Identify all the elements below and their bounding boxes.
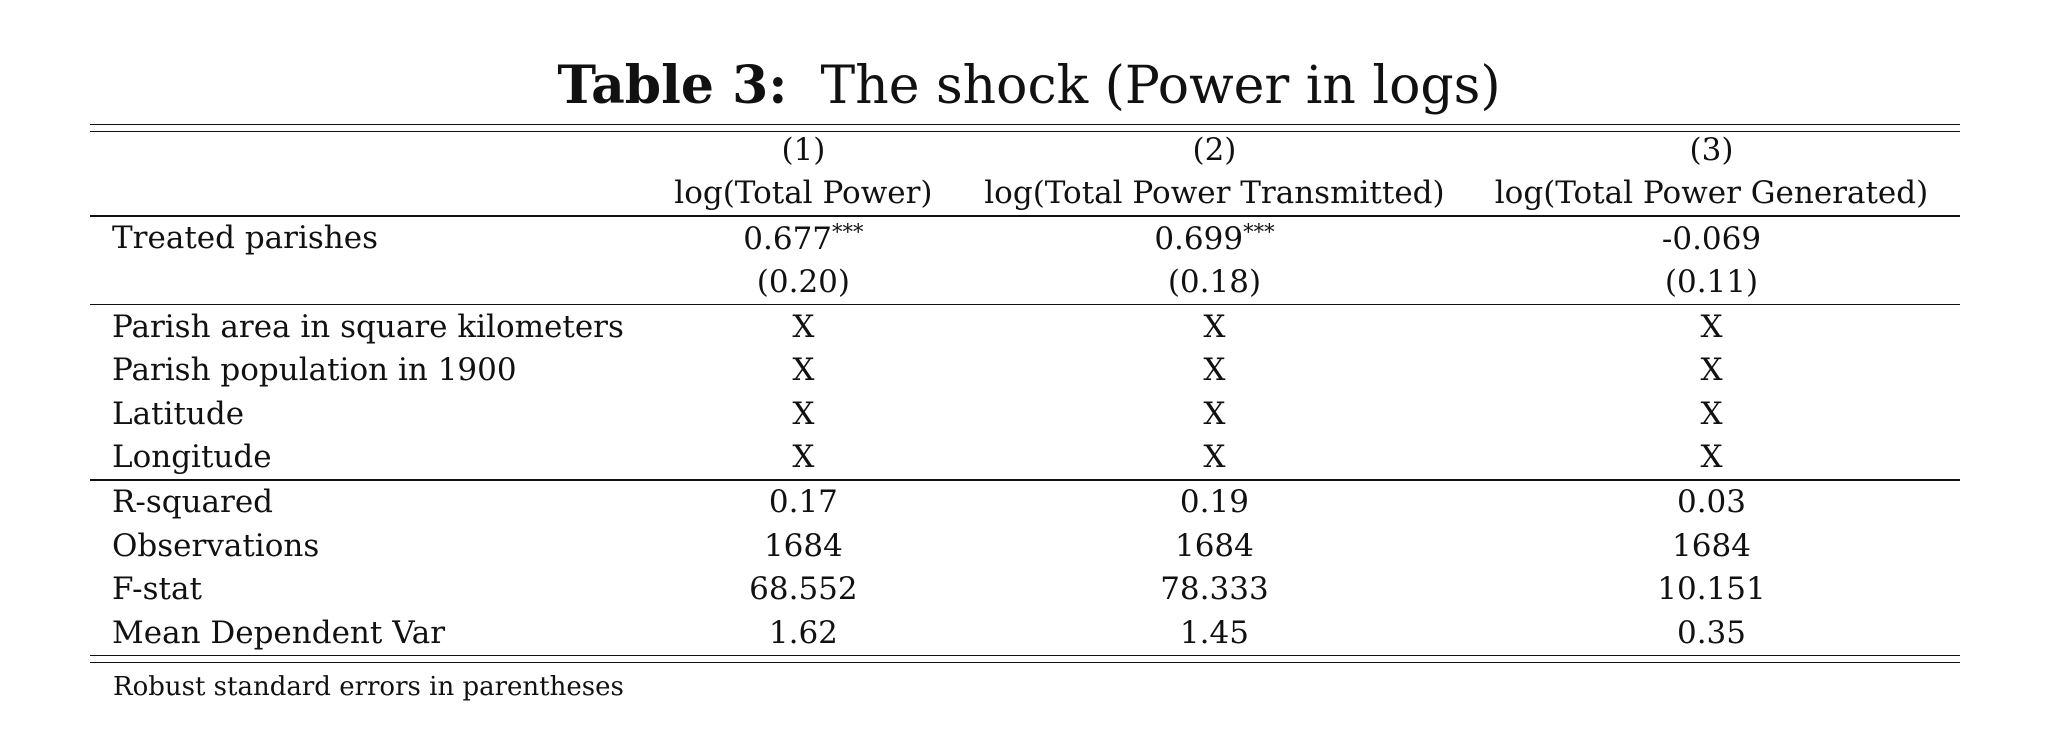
standard-error: (0.20)	[756, 263, 850, 300]
statistic-row: Mean Dependent Var 1.62 1.45 0.35	[90, 611, 1960, 655]
statistic-value: 0.17	[768, 484, 838, 521]
statistic-value: 1684	[1672, 527, 1751, 564]
row-label: Parish area in square kilometers	[112, 308, 624, 345]
control-mark: X	[1700, 395, 1723, 432]
statistic-value: 0.19	[1179, 484, 1249, 521]
top-double-rule	[90, 124, 1960, 132]
column-number: (2)	[1192, 131, 1237, 168]
column-number: (3)	[1689, 131, 1734, 168]
control-mark: X	[1203, 439, 1226, 476]
control-mark: X	[792, 308, 815, 345]
control-mark: X	[1203, 352, 1226, 389]
control-mark: X	[1700, 439, 1723, 476]
coefficient-cell: 0.699***	[966, 220, 1463, 257]
control-mark: X	[792, 395, 815, 432]
statistic-row: F-stat 68.552 78.333 10.151	[90, 568, 1960, 612]
control-row: Longitude X X X	[90, 436, 1960, 480]
statistic-value: 0.35	[1676, 614, 1746, 651]
control-mark: X	[1203, 395, 1226, 432]
coefficient-row: Treated parishes 0.677*** 0.699*** -0.06…	[90, 217, 1960, 261]
dependent-variable: log(Total Power)	[674, 175, 933, 212]
dependent-variable: log(Total Power Transmitted)	[984, 175, 1445, 212]
coefficient-value: -0.069	[1661, 220, 1762, 257]
control-mark: X	[1700, 308, 1723, 345]
statistic-value: 0.03	[1676, 484, 1746, 521]
row-label: F-stat	[112, 571, 202, 608]
coefficient-value: 0.699	[1154, 220, 1244, 257]
row-label: Parish population in 1900	[112, 352, 517, 389]
controls-rule	[90, 303, 1960, 305]
statistic-value: 78.333	[1160, 571, 1269, 608]
statistic-value: 1.62	[768, 614, 838, 651]
control-mark: X	[1203, 308, 1226, 345]
control-mark: X	[792, 439, 815, 476]
control-row: Latitude X X X	[90, 392, 1960, 436]
bottom-double-rule	[90, 654, 1960, 663]
column-number: (1)	[781, 131, 826, 168]
statistics-rule	[90, 479, 1960, 481]
table-number: Table 3:	[557, 55, 788, 116]
standard-error: (0.18)	[1167, 263, 1262, 300]
row-label: Treated parishes	[112, 220, 379, 257]
coefficient-cell: 0.677***	[555, 220, 1052, 257]
standard-error-row: (0.20) (0.18) (0.11)	[90, 260, 1960, 304]
standard-error: (0.11)	[1664, 263, 1759, 300]
control-row: Parish population in 1900 X X X	[90, 349, 1960, 393]
row-label: Longitude	[112, 439, 272, 476]
statistic-row: Observations 1684 1684 1684	[90, 524, 1960, 568]
dependent-variable-row: log(Total Power) log(Total Power Transmi…	[90, 172, 1960, 216]
row-label: Observations	[112, 527, 320, 564]
control-row: Parish area in square kilometers X X X	[90, 305, 1960, 349]
table-title: The shock (Power in logs)	[820, 56, 1501, 116]
significance-stars: ***	[832, 219, 864, 244]
header-rule	[90, 215, 1960, 217]
control-mark: X	[792, 352, 815, 389]
row-label: R-squared	[112, 484, 274, 521]
table-caption: Table 3: The shock (Power in logs)	[0, 50, 2058, 122]
row-label: Mean Dependent Var	[112, 614, 446, 651]
statistic-value: 1684	[763, 527, 843, 564]
regression-table: (1) (2) (3) log(Total Power) log(Total P…	[90, 124, 1960, 663]
statistic-value: 68.552	[749, 571, 858, 608]
significance-stars: ***	[1243, 219, 1275, 244]
control-mark: X	[1700, 352, 1723, 389]
statistic-value: 1.45	[1179, 614, 1249, 651]
table-note: Robust standard errors in parentheses	[113, 672, 624, 702]
coefficient-cell: -0.069	[1463, 220, 1960, 257]
dependent-variable: log(Total Power Generated)	[1494, 175, 1929, 212]
row-label: Latitude	[112, 395, 245, 432]
statistic-value: 10.151	[1657, 571, 1766, 608]
statistic-value: 1684	[1174, 527, 1254, 564]
column-number-row: (1) (2) (3)	[90, 128, 1960, 172]
coefficient-value: 0.677	[743, 220, 833, 257]
statistic-row: R-squared 0.17 0.19 0.03	[90, 481, 1960, 525]
